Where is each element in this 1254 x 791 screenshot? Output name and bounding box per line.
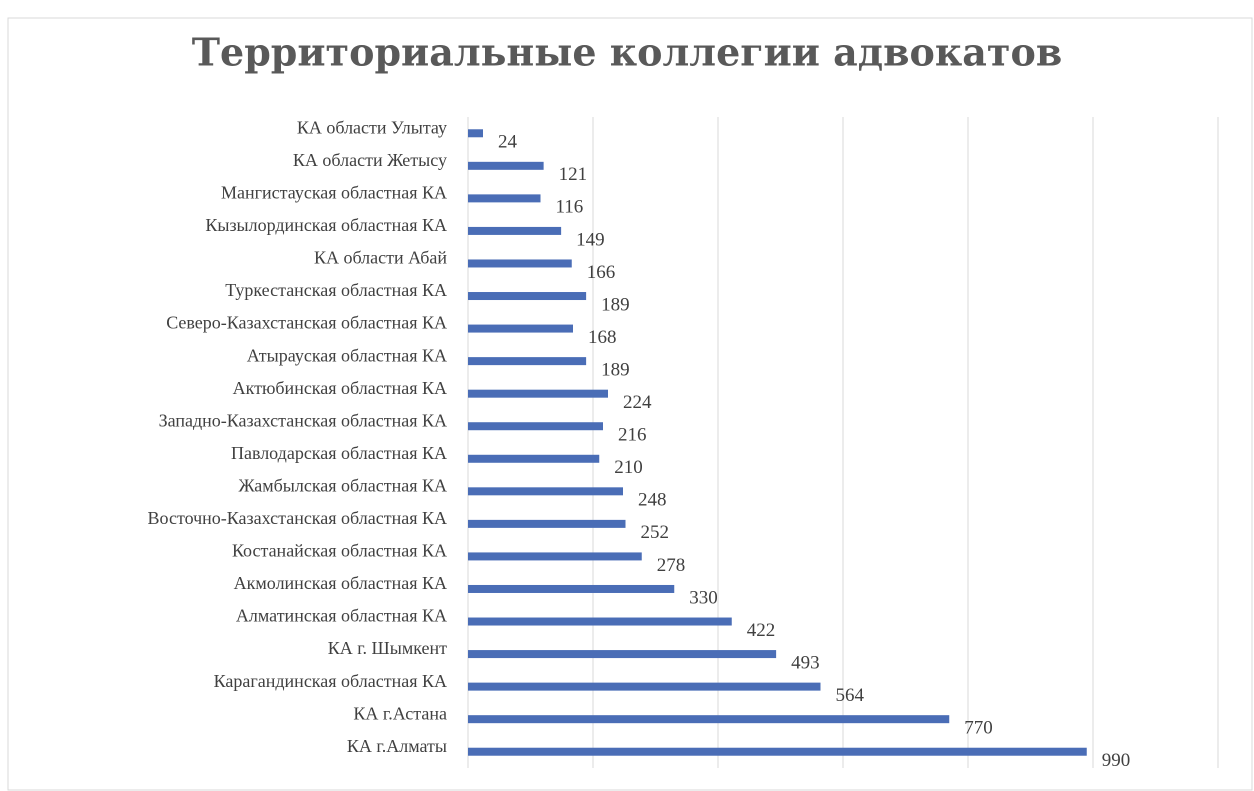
bar — [468, 747, 1087, 756]
y-tick-label: Алматинская областная КА — [236, 606, 447, 626]
bar — [468, 259, 572, 268]
data-label: 166 — [587, 262, 616, 283]
data-label: 24 — [498, 132, 518, 153]
bar — [468, 389, 608, 398]
data-label: 248 — [638, 490, 667, 511]
y-tick-label: Мангистауская областная КА — [221, 183, 447, 203]
y-tick-label: Атырауская областная КА — [247, 345, 447, 365]
data-label: 116 — [556, 197, 584, 218]
data-label: 168 — [588, 327, 617, 348]
y-tick-label: КА области Улытау — [297, 117, 447, 137]
data-label: 564 — [836, 685, 865, 706]
data-label: 210 — [614, 457, 643, 478]
data-label: 252 — [641, 522, 670, 543]
bar — [468, 650, 777, 659]
bar — [468, 357, 587, 366]
data-label: 189 — [601, 359, 630, 380]
y-tick-label: КА области Абай — [314, 248, 447, 268]
data-label: 216 — [618, 425, 647, 446]
bar — [468, 617, 732, 626]
data-label: 149 — [576, 229, 605, 250]
bar — [468, 682, 821, 691]
bar — [468, 487, 623, 496]
bar — [468, 194, 541, 203]
y-tick-label: КА г.Астана — [353, 703, 447, 723]
bar — [468, 129, 483, 138]
bar — [468, 552, 642, 561]
data-label: 422 — [747, 620, 776, 641]
y-tick-label: Карагандинская областная КА — [214, 671, 447, 691]
bar — [468, 324, 573, 333]
chart-frame — [7, 17, 1253, 791]
y-tick-label: Жамбылская областная КА — [239, 475, 447, 495]
data-label: 330 — [689, 587, 718, 608]
chart-title: Территориальные коллегии адвокатов — [192, 30, 1062, 75]
bar — [468, 161, 544, 170]
y-tick-label: Акмолинская областная КА — [234, 573, 447, 593]
bar — [468, 292, 587, 301]
bar — [468, 226, 562, 235]
y-tick-label: Кызылординская областная КА — [205, 215, 447, 235]
y-tick-label: Павлодарская областная КА — [231, 443, 447, 463]
y-tick-label: Костанайская областная КА — [232, 541, 447, 561]
data-label: 770 — [964, 718, 993, 739]
bar — [468, 422, 603, 431]
bar — [468, 454, 600, 463]
y-tick-label: Актюбинская областная КА — [233, 378, 447, 398]
data-label: 189 — [601, 294, 630, 315]
bar — [468, 715, 950, 724]
data-label: 224 — [623, 392, 652, 413]
data-label: 493 — [791, 652, 820, 673]
y-tick-label: КА г.Алматы — [347, 736, 447, 756]
bar — [468, 584, 675, 593]
y-tick-label: Туркестанская областная КА — [225, 280, 447, 300]
data-label: 278 — [657, 555, 686, 576]
y-tick-label: КА г. Шымкент — [328, 638, 447, 658]
data-label: 990 — [1102, 750, 1131, 771]
y-tick-label: КА области Жетысу — [293, 150, 447, 170]
bar — [468, 519, 626, 528]
y-tick-label: Северо-Казахстанская областная КА — [166, 313, 447, 333]
y-tick-label: Западно-Казахстанская областная КА — [159, 410, 447, 430]
y-tick-label: Восточно-Казахстанская областная КА — [148, 508, 448, 528]
data-label: 121 — [559, 164, 588, 185]
